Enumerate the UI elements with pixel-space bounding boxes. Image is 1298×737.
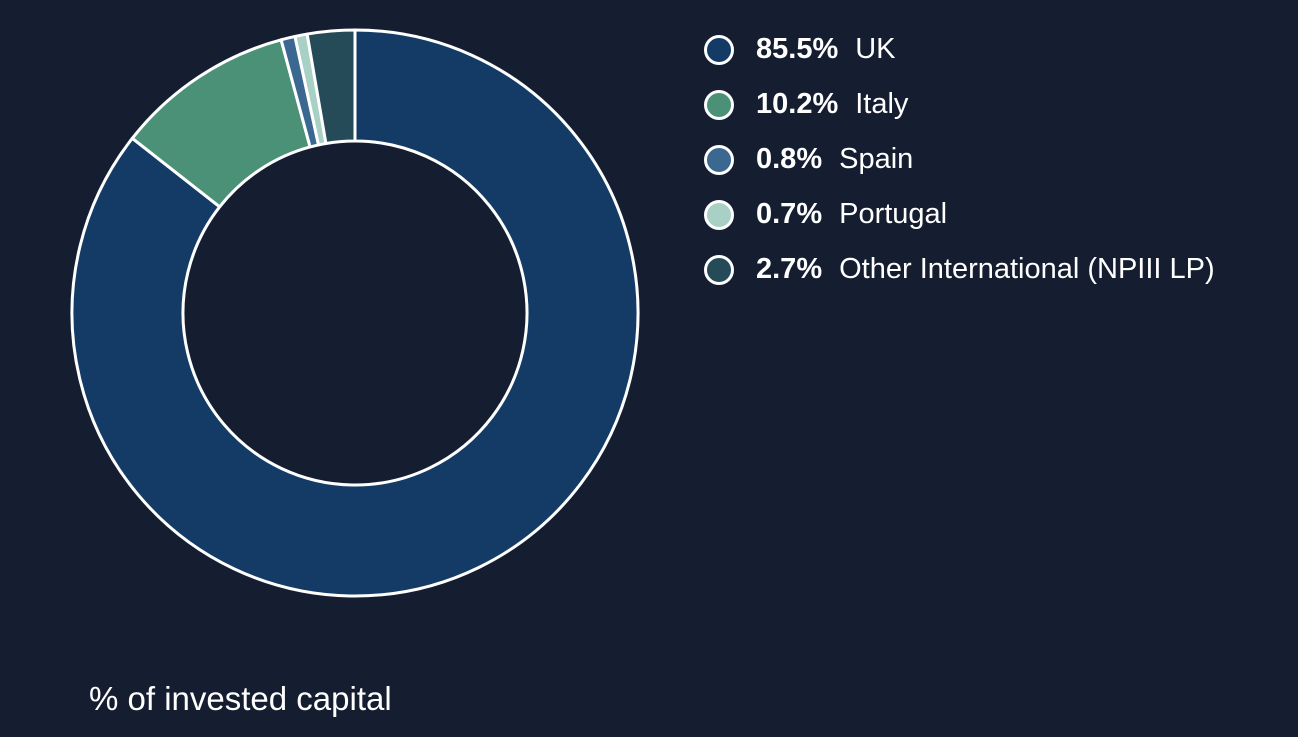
legend-item-other-international: 2.7% Other International (NPIII LP) [704, 242, 1215, 297]
slice-other-international-npiii-lp [305, 28, 357, 145]
legend-value: 10.2% [756, 88, 839, 120]
legend-swatch [704, 144, 734, 175]
legend-value: 0.8% [756, 143, 823, 175]
legend-swatch [704, 89, 734, 120]
legend-value: 0.7% [756, 198, 823, 230]
legend: 85.5% UK 10.2% Italy 0.8% Spain 0.7% Por… [704, 22, 1215, 297]
legend-label: Spain [839, 143, 914, 175]
legend-label: Portugal [839, 198, 948, 230]
legend-swatch [704, 34, 734, 65]
legend-value: 2.7% [756, 253, 823, 285]
legend-item-uk: 85.5% UK [704, 22, 1215, 77]
legend-label: UK [855, 33, 896, 65]
legend-label: Italy [855, 88, 909, 120]
slice-uk [70, 28, 640, 598]
donut-slices [70, 28, 640, 598]
legend-label: Other International (NPIII LP) [839, 253, 1215, 285]
chart-caption: % of invested capital [89, 680, 392, 717]
legend-value: 85.5% [756, 33, 839, 65]
legend-swatch [704, 254, 734, 285]
legend-item-italy: 10.2% Italy [704, 77, 1215, 132]
legend-item-spain: 0.8% Spain [704, 132, 1215, 187]
legend-swatch [704, 199, 734, 230]
legend-item-portugal: 0.7% Portugal [704, 187, 1215, 242]
